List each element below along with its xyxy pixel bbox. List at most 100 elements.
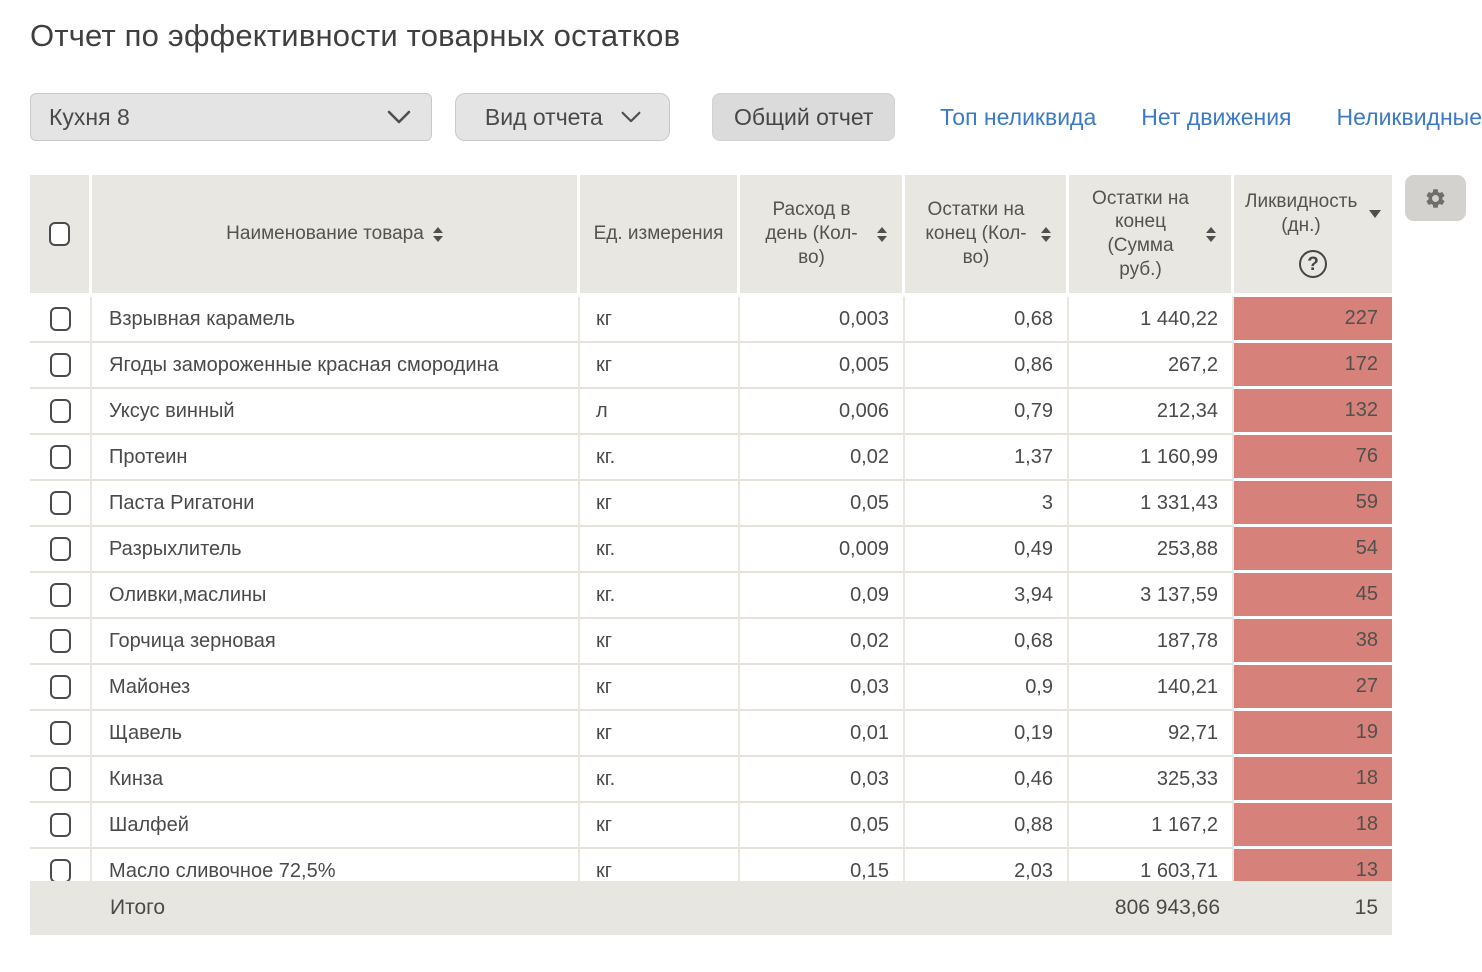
table-row: Взрывная карамель кг 0,003 0,68 1 440,22…	[30, 297, 1392, 343]
product-name: Майонез	[109, 675, 191, 698]
consumption-per-day-value: 0,09	[850, 583, 889, 606]
row-checkbox[interactable]	[49, 583, 71, 607]
row-checkbox[interactable]	[49, 859, 71, 881]
liquidity-value: 18	[1355, 767, 1378, 789]
liquidity-cell: 59	[1234, 481, 1392, 527]
table-body: Взрывная карамель кг 0,003 0,68 1 440,22…	[30, 297, 1482, 881]
table-row: Майонез кг 0,03 0,9 140,21 27	[30, 665, 1392, 711]
liquidity-cell: 132	[1234, 389, 1392, 435]
table-header-row: Наименование товара Ед. измерения Расход…	[30, 175, 1392, 293]
stock-end-qty-value: 0,88	[1014, 813, 1053, 836]
department-select[interactable]: Кухня 8	[30, 93, 433, 141]
liquidity-value: 27	[1355, 675, 1378, 697]
unit-value: кг.	[596, 445, 616, 468]
consumption-per-day-value: 0,03	[850, 767, 889, 790]
unit-value: кг	[596, 353, 613, 376]
header-stock-end-sum[interactable]: Остатки на конец (Сумма руб.)	[1069, 175, 1234, 293]
liquidity-cell: 38	[1234, 619, 1392, 665]
unit-value: кг	[596, 813, 613, 836]
tab-general-report[interactable]: Общий отчет	[712, 93, 896, 141]
table-row: Кинза кг. 0,03 0,46 325,33 18	[30, 757, 1392, 803]
unit-value: кг	[596, 629, 613, 652]
liquidity-value: 59	[1355, 491, 1378, 513]
stock-end-sum-value: 92,71	[1167, 721, 1218, 744]
stock-end-sum-value: 253,88	[1156, 537, 1218, 560]
product-name: Паста Ригатони	[109, 491, 255, 514]
row-checkbox[interactable]	[49, 399, 71, 423]
liquidity-value: 227	[1344, 307, 1378, 329]
unit-value: кг.	[596, 537, 616, 560]
sort-icon[interactable]	[1205, 226, 1216, 242]
unit-value: л	[596, 399, 608, 422]
table-footer-row: Итого 806 943,66 15	[30, 881, 1392, 935]
stock-end-sum-value: 3 137,59	[1140, 583, 1218, 606]
row-checkbox[interactable]	[49, 491, 71, 515]
department-select-value: Кухня 8	[49, 103, 130, 130]
tab-illiquid[interactable]: Неликвидные	[1336, 103, 1482, 130]
liquidity-cell: 45	[1234, 573, 1392, 619]
stock-end-qty-value: 3	[1041, 491, 1053, 514]
liquidity-cell: 19	[1234, 711, 1392, 757]
help-icon[interactable]: ?	[1299, 250, 1327, 279]
liquidity-cell: 18	[1234, 757, 1392, 803]
sort-icon[interactable]	[1041, 226, 1051, 242]
liquidity-cell: 18	[1234, 803, 1392, 849]
product-name: Оливки,маслины	[109, 583, 267, 606]
product-name: Разрыхлитель	[109, 537, 242, 560]
sort-desc-icon[interactable]	[1369, 209, 1381, 218]
footer-total-sum: 806 943,66	[1114, 896, 1220, 919]
liquidity-cell: 27	[1234, 665, 1392, 711]
row-checkbox[interactable]	[49, 675, 71, 699]
sort-icon[interactable]	[876, 226, 887, 242]
consumption-per-day-value: 0,005	[838, 353, 889, 376]
stock-end-sum-value: 1 331,43	[1140, 491, 1218, 514]
header-product-name[interactable]: Наименование товара	[92, 175, 580, 293]
header-select-all-cell	[30, 175, 92, 293]
liquidity-value: 132	[1344, 399, 1378, 421]
liquidity-value: 18	[1355, 813, 1378, 835]
stock-end-qty-value: 0,19	[1014, 721, 1053, 744]
report-table: Наименование товара Ед. измерения Расход…	[30, 175, 1482, 935]
stock-end-qty-value: 2,03	[1014, 859, 1053, 882]
tab-top-illiquid[interactable]: Топ неликвида	[940, 103, 1097, 130]
liquidity-cell: 172	[1234, 343, 1392, 389]
table-row: Щавель кг 0,01 0,19 92,71 19	[30, 711, 1392, 757]
consumption-per-day-value: 0,02	[850, 445, 889, 468]
consumption-per-day-value: 0,02	[850, 629, 889, 652]
tab-no-movement[interactable]: Нет движения	[1141, 103, 1292, 130]
consumption-per-day-value: 0,009	[838, 537, 889, 560]
header-stock-end-qty[interactable]: Остатки на конец (Кол-во)	[905, 175, 1069, 293]
header-liquidity[interactable]: Ликвидность (дн.) ?	[1234, 175, 1392, 293]
row-checkbox[interactable]	[49, 629, 71, 653]
table-row: Уксус винный л 0,006 0,79 212,34 132	[30, 389, 1392, 435]
liquidity-value: 19	[1355, 721, 1378, 743]
unit-value: кг	[596, 721, 613, 744]
report-type-button[interactable]: Вид отчета	[455, 93, 671, 141]
controls-bar: Кухня 8 Вид отчета Общий отчет Топ нелик…	[30, 93, 1482, 141]
consumption-per-day-value: 0,006	[838, 399, 889, 422]
stock-end-qty-value: 0,9	[1025, 675, 1053, 698]
footer-total-label: Итого	[110, 896, 166, 919]
gear-icon	[1426, 188, 1445, 208]
row-checkbox[interactable]	[49, 445, 71, 469]
liquidity-cell: 227	[1234, 297, 1392, 343]
row-checkbox[interactable]	[49, 813, 71, 837]
row-checkbox[interactable]	[49, 767, 71, 791]
row-checkbox[interactable]	[49, 307, 71, 331]
unit-value: кг.	[596, 767, 616, 790]
stock-end-qty-value: 1,37	[1014, 445, 1053, 468]
row-checkbox[interactable]	[49, 721, 71, 745]
unit-value: кг	[596, 307, 613, 330]
sort-icon[interactable]	[432, 226, 443, 242]
stock-end-qty-value: 0,49	[1014, 537, 1053, 560]
consumption-per-day-value: 0,05	[850, 491, 889, 514]
select-all-checkbox[interactable]	[49, 222, 70, 246]
product-name: Шалфей	[109, 813, 189, 836]
row-checkbox[interactable]	[49, 537, 71, 561]
header-consumption-per-day[interactable]: Расход в день (Кол-во)	[740, 175, 905, 293]
product-name: Протеин	[109, 445, 188, 468]
row-checkbox[interactable]	[49, 353, 71, 377]
stock-end-qty-value: 0,68	[1014, 629, 1053, 652]
table-settings-button[interactable]	[1405, 175, 1466, 221]
table-row: Шалфей кг 0,05 0,88 1 167,2 18	[30, 803, 1392, 849]
